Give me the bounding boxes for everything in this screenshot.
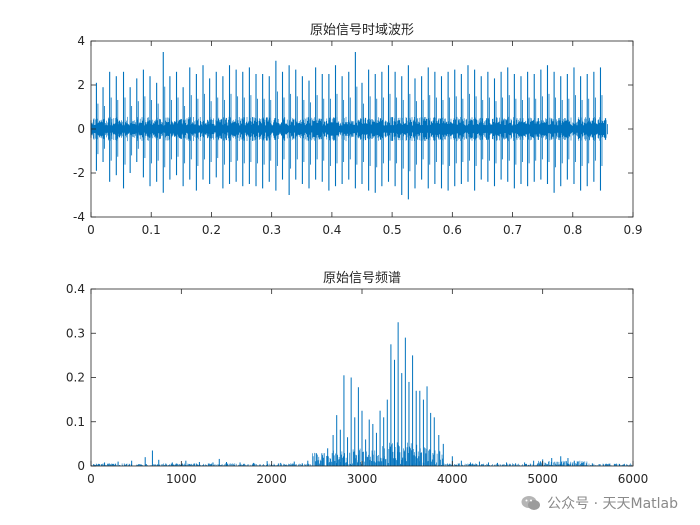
y-tick-label: 0.2 [66,371,85,385]
y-tick-label: 0.3 [66,326,85,340]
x-tick-label: 0.6 [443,223,462,237]
x-tick-label: 0.1 [142,223,161,237]
y-tick-label: 0 [77,122,85,136]
x-tick-label: 0.3 [262,223,281,237]
x-tick-label: 1000 [166,472,197,486]
chart-title: 原始信号频谱 [323,271,401,286]
y-tick-label: 4 [77,34,85,48]
x-tick-label: 0.9 [623,223,642,237]
y-tick-label: -4 [73,210,85,224]
x-tick-label: 2000 [256,472,287,486]
x-tick-label: 0 [87,223,95,237]
x-tick-label: 0.7 [503,223,522,237]
x-tick-label: 6000 [618,472,649,486]
watermark-text: 公众号 · 天天Matlab [547,496,678,512]
x-tick-label: 5000 [527,472,558,486]
y-tick-label: -2 [73,166,85,180]
y-tick-label: 0.4 [66,282,85,296]
spectrum-plot: 0 1000 2000 3000 4000 5000 6000 0 0.1 0.2 0.3 0.4 原始… [66,271,648,486]
y-tick-label: 2 [77,78,85,92]
x-tick-label: 3000 [347,472,378,486]
y-tick-label: 0.1 [66,415,85,429]
x-tick-label: 4000 [437,472,468,486]
x-tick-label: 0.2 [202,223,221,237]
wechat-icon [521,496,541,510]
time-domain-plot: 0 0.1 0.2 0.3 0.4 0.5 0.6 0.7 0.8 0.9 -4 -2 0 2 4 原始信号时… [73,23,643,237]
x-tick-label: 0 [87,472,95,486]
y-tick-label: 0 [77,459,85,473]
watermark: 公众号 · 天天Matlab [515,491,684,515]
x-tick-label: 0.5 [383,223,402,237]
x-tick-label: 0.4 [322,223,341,237]
chart-title: 原始信号时域波形 [310,23,414,38]
x-tick-label: 0.8 [563,223,582,237]
